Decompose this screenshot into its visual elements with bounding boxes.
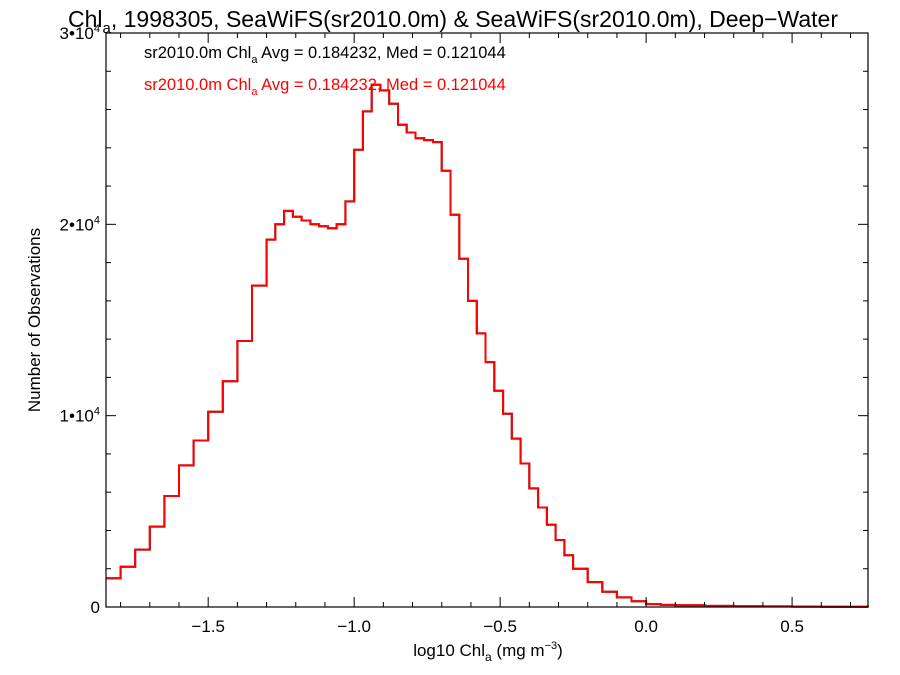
title-prefix: Chl: [68, 6, 103, 32]
x-tick-label: −1.0: [337, 617, 371, 636]
y-tick-label: 1•104: [60, 406, 100, 426]
xlabel-subscript: a: [485, 650, 492, 664]
xlabel-rest: (mg m: [492, 641, 545, 660]
x-axis-label: log10 Chla (mg m−3): [413, 640, 563, 664]
x-tick-label: −0.5: [483, 617, 517, 636]
x-axis: −1.5 −1.0 −0.5 0.0 0.5: [120, 33, 851, 636]
y-tick-label: 2•104: [60, 214, 100, 234]
x-tick-label: −1.5: [191, 617, 225, 636]
y-tick-label: 3•104: [60, 23, 100, 43]
y-axis-label: Number of Observations: [25, 228, 44, 412]
series-1-line: [106, 83, 869, 608]
x-tick-label: 0.5: [780, 617, 804, 636]
legend-entry: sr2010.0m Chla Avg = 0.184232, Med = 0.1…: [144, 44, 506, 66]
chart-title: Chla, 1998305, SeaWiFS(sr2010.0m) & SeaW…: [68, 6, 838, 37]
xlabel-close: ): [557, 641, 563, 660]
series-2-line: [106, 83, 869, 608]
plot-frame: [105, 32, 869, 608]
xlabel-prefix: log10 Chl: [413, 641, 485, 660]
title-rest: , 1998305, SeaWiFS(sr2010.0m) & SeaWiFS(…: [111, 6, 838, 32]
xlabel-superscript: −3: [545, 640, 558, 652]
y-axis: 0 1•104 2•104 3•104: [60, 23, 868, 617]
legend: sr2010.0m Chla Avg = 0.184232, Med = 0.1…: [144, 44, 506, 98]
plot-series-group: [106, 83, 869, 608]
title-subscript: a: [103, 20, 112, 37]
y-tick-label: 0: [91, 598, 100, 617]
legend-entry: sr2010.0m Chla Avg = 0.184232, Med = 0.1…: [144, 76, 506, 98]
x-tick-label: 0.0: [634, 617, 658, 636]
